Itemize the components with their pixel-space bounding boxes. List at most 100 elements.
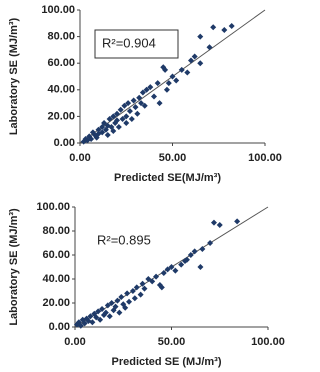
point	[178, 261, 185, 268]
point	[149, 278, 156, 285]
point	[139, 89, 146, 96]
point	[101, 120, 108, 127]
point	[160, 270, 167, 276]
point	[81, 320, 88, 327]
point	[106, 313, 113, 320]
point	[139, 280, 146, 287]
point	[104, 132, 111, 139]
point	[158, 284, 165, 291]
point	[168, 264, 175, 270]
point	[118, 294, 125, 300]
point	[114, 117, 120, 124]
point	[99, 129, 106, 136]
point	[216, 222, 223, 228]
point	[123, 113, 130, 120]
point	[147, 84, 154, 91]
y-tick-label: 60.00	[47, 57, 75, 69]
point	[77, 322, 84, 329]
point	[133, 284, 140, 291]
x-tick-label: 0.00	[64, 336, 85, 348]
point	[126, 108, 133, 115]
point	[138, 100, 145, 107]
y-tick-label: 20.00	[42, 297, 70, 309]
point	[119, 116, 126, 123]
point	[134, 110, 141, 117]
point	[123, 120, 130, 127]
y-tick-label: 40.00	[42, 273, 70, 285]
point	[206, 44, 213, 51]
point	[207, 240, 214, 246]
point	[163, 86, 170, 93]
point	[95, 308, 102, 315]
point	[122, 304, 129, 311]
point	[228, 22, 235, 29]
point	[145, 276, 152, 282]
point	[141, 102, 148, 109]
point	[128, 116, 135, 123]
point	[197, 60, 204, 67]
point	[93, 314, 100, 321]
point	[88, 136, 95, 143]
x-tick-label: 0.00	[69, 152, 90, 164]
x-axis-label: Predicted SE(MJ/m³)	[114, 172, 221, 184]
point	[104, 302, 111, 309]
point	[183, 256, 190, 263]
point	[191, 53, 198, 60]
point	[156, 100, 163, 107]
point	[154, 80, 161, 87]
point	[89, 319, 96, 326]
y-tick-label: 100.00	[41, 4, 75, 16]
point	[137, 291, 144, 298]
point	[184, 69, 191, 76]
point	[121, 102, 128, 109]
y-tick-label: 60.00	[42, 249, 70, 261]
point	[136, 94, 143, 101]
y-tick-label: 80.00	[42, 225, 70, 237]
point	[95, 126, 102, 133]
y-tick-label: 40.00	[47, 84, 75, 96]
point	[172, 267, 179, 274]
point	[199, 246, 206, 252]
point	[178, 66, 185, 73]
y-tick-label: 100.00	[36, 201, 70, 213]
point	[106, 116, 113, 123]
point	[99, 306, 106, 312]
point	[164, 266, 171, 273]
y-tick-label: 80.00	[47, 31, 75, 43]
y-tick-label: 0.00	[49, 321, 70, 333]
point	[197, 33, 204, 40]
point	[221, 26, 228, 33]
point	[87, 313, 94, 320]
point	[141, 285, 148, 292]
annotation: R²=0.895	[97, 232, 151, 247]
point	[132, 104, 139, 111]
point	[130, 97, 137, 104]
point	[143, 86, 150, 93]
point	[197, 264, 204, 270]
x-tick-label: 50.00	[158, 336, 186, 348]
y-axis-label: Laboratory SE (MJ/m³)	[8, 17, 20, 135]
point	[114, 110, 120, 117]
point	[115, 124, 122, 131]
point	[112, 303, 119, 310]
point	[114, 297, 121, 304]
point	[188, 57, 194, 64]
annotation: R²=0.904	[102, 35, 156, 50]
point	[116, 309, 123, 316]
point	[131, 295, 138, 302]
point	[191, 248, 198, 255]
point	[129, 288, 136, 294]
x-tick-label: 100.00	[251, 336, 285, 348]
y-axis-label: Laboratory SE (MJ/m³)	[8, 208, 20, 326]
point	[124, 290, 131, 297]
y-tick-label: 20.00	[47, 110, 75, 122]
point	[210, 24, 217, 31]
x-tick-label: 50.00	[159, 152, 187, 164]
point	[110, 113, 117, 120]
point	[210, 219, 217, 226]
point	[165, 80, 172, 87]
x-axis-label: Predicted SE (MJ/m³)	[111, 356, 221, 368]
point	[234, 218, 241, 225]
y-tick-label: 0.00	[54, 137, 75, 149]
point	[126, 298, 133, 305]
